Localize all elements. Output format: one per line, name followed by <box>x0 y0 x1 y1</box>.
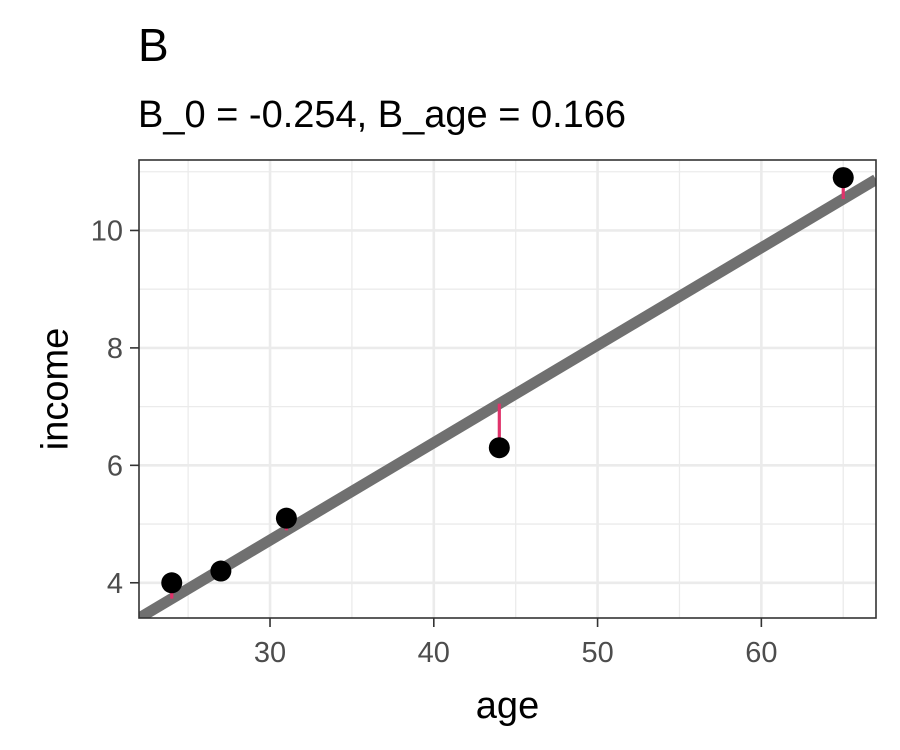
x-tick-label: 30 <box>254 637 286 669</box>
regression-line-layer <box>139 174 876 618</box>
y-axis-title: income <box>34 328 76 451</box>
data-point <box>275 507 297 529</box>
chart-title: B <box>138 19 169 71</box>
x-tick-label: 60 <box>745 637 777 669</box>
y-tick-label: 4 <box>107 568 123 600</box>
regression-line <box>139 174 876 618</box>
panel-border <box>138 159 877 619</box>
data-point <box>488 437 510 459</box>
x-tick-label: 50 <box>581 637 613 669</box>
x-tick-label: 40 <box>418 637 450 669</box>
data-point <box>161 572 183 594</box>
grid <box>139 160 876 618</box>
x-axis-title: age <box>476 685 539 727</box>
data-points <box>161 167 854 594</box>
y-tick-label: 8 <box>107 333 123 365</box>
axis-ticks: 30 40 50 60 4 6 8 10 <box>91 215 778 669</box>
y-tick-label: 6 <box>107 450 123 482</box>
chart-subtitle: B_0 = -0.254, B_age = 0.166 <box>138 94 627 136</box>
data-point <box>210 560 232 582</box>
data-point <box>832 167 854 189</box>
y-tick-label: 10 <box>91 215 123 247</box>
